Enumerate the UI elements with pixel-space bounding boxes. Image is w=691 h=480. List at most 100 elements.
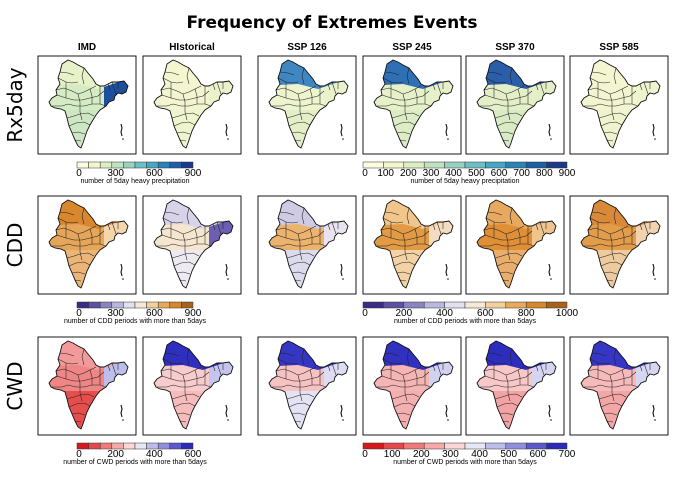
map-panel xyxy=(142,336,242,436)
state-boundary xyxy=(162,217,184,224)
islands xyxy=(654,419,656,421)
islands xyxy=(342,138,344,140)
state-boundary xyxy=(331,362,337,376)
map-panel xyxy=(142,195,242,295)
state-boundary xyxy=(399,279,407,282)
state-boundary xyxy=(606,279,614,282)
state-boundary xyxy=(589,77,611,84)
country-outline xyxy=(580,340,661,430)
map-panel xyxy=(257,55,357,155)
state-boundary xyxy=(277,217,299,224)
state-boundary xyxy=(107,364,111,372)
state-boundary xyxy=(71,131,86,135)
islands xyxy=(227,419,229,421)
state-boundary xyxy=(212,83,216,91)
state-boundary xyxy=(286,393,315,400)
colorbar-tick-label: 300 xyxy=(423,168,440,179)
colorbar-swatch xyxy=(88,301,101,309)
map-panel xyxy=(465,195,565,295)
state-boundary xyxy=(288,402,311,408)
state-boundary xyxy=(297,374,303,402)
state-boundary xyxy=(603,271,618,275)
colorbar-tick-label: 300 xyxy=(107,168,124,179)
colorbar-tick-label: 200 xyxy=(400,168,417,179)
state-boundary xyxy=(499,271,514,275)
state-boundary xyxy=(301,207,305,225)
colorbar-tick-label: 400 xyxy=(436,308,453,319)
colorbar-tick-label: 200 xyxy=(413,449,430,460)
islands xyxy=(227,278,229,280)
islands xyxy=(340,123,343,137)
state-boundary xyxy=(327,364,331,372)
map-panel xyxy=(37,195,137,295)
state-boundary xyxy=(485,358,507,365)
state-boundary xyxy=(173,121,196,127)
column-header: SSP 126 xyxy=(287,42,327,53)
islands xyxy=(654,278,656,280)
map-panel xyxy=(37,55,137,155)
column-header: SSP 370 xyxy=(495,42,535,53)
state-boundary xyxy=(194,88,198,104)
map-panel xyxy=(465,336,565,436)
colorbar-swatch xyxy=(181,161,194,169)
state-boundary xyxy=(66,252,95,259)
map-panel xyxy=(257,195,357,295)
country-outline xyxy=(476,340,557,430)
islands xyxy=(225,123,228,137)
state-boundary xyxy=(487,211,503,216)
colorbar-tick-label: 100 xyxy=(377,168,394,179)
state-boundary xyxy=(603,412,618,416)
state-boundary xyxy=(194,369,198,385)
state-boundary xyxy=(539,221,545,235)
country-outline xyxy=(373,340,454,430)
state-boundary xyxy=(297,233,303,261)
state-boundary xyxy=(331,81,337,95)
map-panel xyxy=(362,336,462,436)
country-outline xyxy=(268,340,349,430)
state-boundary xyxy=(613,67,617,85)
state-boundary xyxy=(171,393,200,400)
state-boundary xyxy=(432,364,436,372)
colorbar-caption: number of CWD periods with more than 5da… xyxy=(63,459,207,466)
row-label: Rx5day xyxy=(3,67,27,142)
islands xyxy=(122,138,124,140)
colorbar-tick-label: 300 xyxy=(107,308,124,319)
map-panel xyxy=(465,55,565,155)
state-boundary xyxy=(382,217,404,224)
state-boundary xyxy=(402,233,408,261)
country-outline xyxy=(48,199,129,289)
state-boundary xyxy=(621,369,625,385)
state-boundary xyxy=(391,112,420,119)
colorbar-tick-label: 0 xyxy=(362,168,368,179)
state-boundary xyxy=(294,420,302,423)
column-header: HIstorical xyxy=(169,42,215,53)
state-boundary xyxy=(288,121,311,127)
state-boundary xyxy=(89,88,93,104)
state-boundary xyxy=(57,358,79,365)
state-boundary xyxy=(600,261,623,267)
state-boundary xyxy=(406,67,410,85)
state-boundary xyxy=(309,369,313,385)
state-boundary xyxy=(179,139,187,142)
state-boundary xyxy=(414,228,418,244)
islands xyxy=(652,123,655,137)
state-boundary xyxy=(171,112,200,119)
state-boundary xyxy=(494,252,523,259)
country-outline xyxy=(153,199,234,289)
column-header: IMD xyxy=(78,42,96,53)
state-boundary xyxy=(509,348,513,366)
state-boundary xyxy=(216,221,222,235)
country-outline xyxy=(48,340,129,430)
islands xyxy=(652,404,655,418)
column-headers: IMD HIstorical SSP 126 SSP 245 SSP 370 SSP 58… xyxy=(78,42,639,53)
state-boundary xyxy=(399,420,407,423)
state-boundary xyxy=(74,139,82,142)
state-boundary xyxy=(396,131,411,135)
state-boundary xyxy=(598,252,627,259)
islands xyxy=(550,138,552,140)
